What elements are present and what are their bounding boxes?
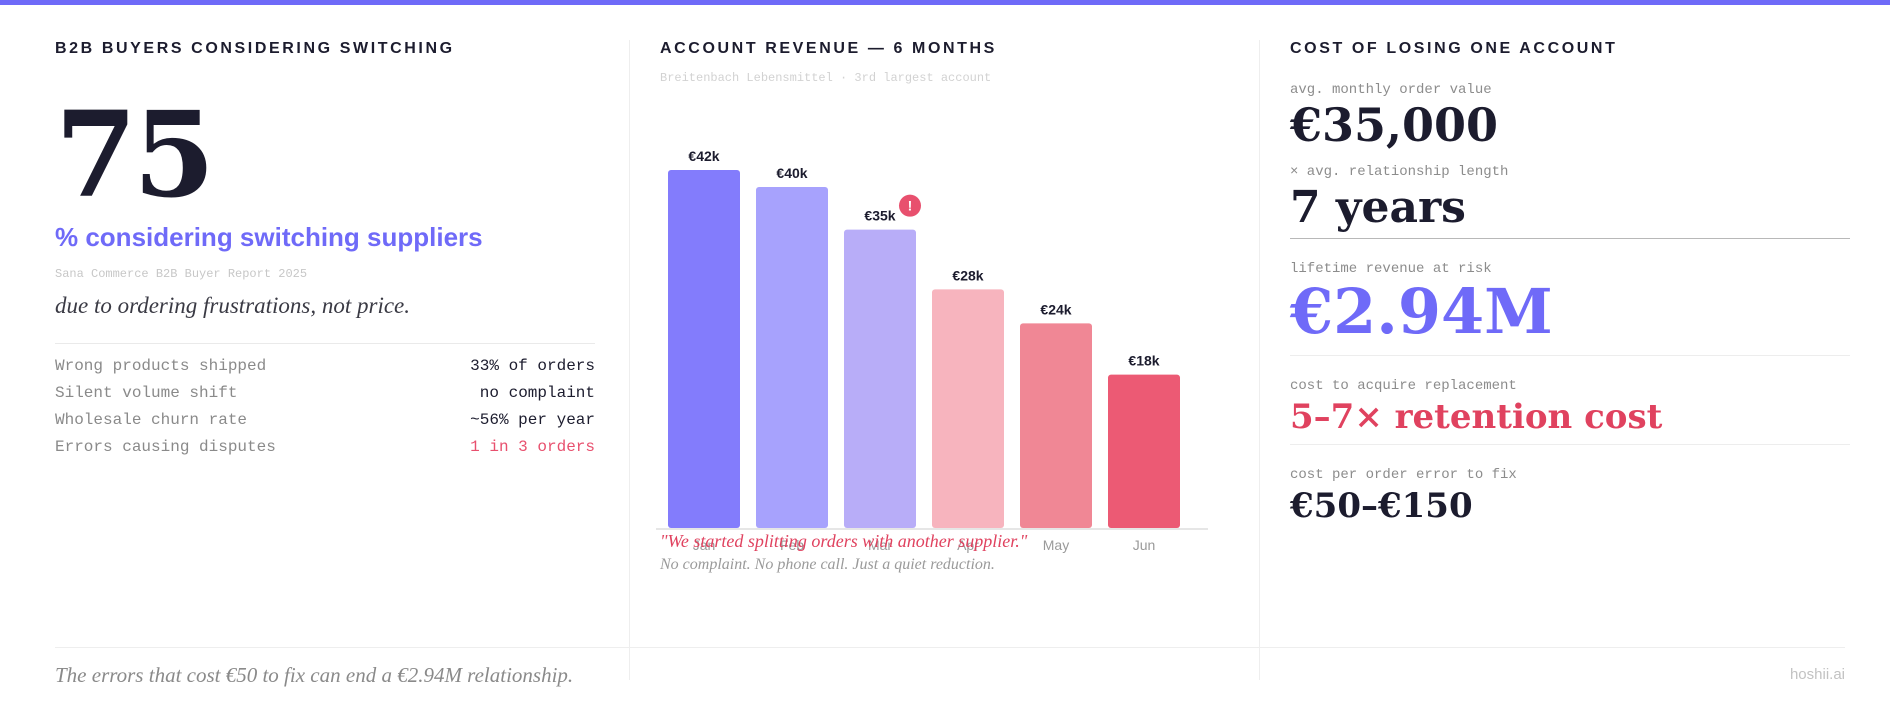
- cost-label: × avg. relationship length: [1290, 164, 1509, 180]
- stat-value: no complaint: [479, 384, 595, 402]
- panel-title: B2B BUYERS CONSIDERING SWITCHING: [55, 40, 455, 57]
- chart-subtitle: Breitenbach Lebensmittel · 3rd largest a…: [660, 71, 992, 85]
- cost-panel: COST OF LOSING ONE ACCOUNT avg. monthly …: [1290, 40, 1850, 680]
- big-stat-number: 75: [55, 85, 215, 224]
- top-accent-bar: [0, 0, 1890, 5]
- cost-value: €35,000: [1290, 98, 1499, 152]
- bar-mar: [844, 229, 916, 528]
- x-tick-label: Mar: [868, 537, 892, 553]
- stat-value-alert: 1 in 3 orders: [470, 438, 595, 456]
- switching-panel: B2B BUYERS CONSIDERING SWITCHING 75 % co…: [55, 40, 595, 680]
- bar-value-label: €42k: [688, 148, 719, 164]
- quote-caption: No complaint. No phone call. Just a quie…: [660, 556, 995, 573]
- bar-value-label: €18k: [1128, 353, 1159, 369]
- cost-label: cost to acquire replacement: [1290, 378, 1517, 394]
- cost-label: avg. monthly order value: [1290, 82, 1492, 98]
- divider: [1290, 444, 1850, 445]
- panel-title: COST OF LOSING ONE ACCOUNT: [1290, 40, 1618, 57]
- cost-value: 7 years: [1290, 182, 1466, 233]
- stat-value: 33% of orders: [470, 357, 595, 375]
- footer-quote: The errors that cost €50 to fix can end …: [55, 663, 574, 687]
- bar-jan: [668, 170, 740, 528]
- customer-quote: "We started splitting orders with anothe…: [660, 531, 1028, 551]
- revenue-bar-chart: €42k Jan €40k Feb €35k Mar! €28k Apr €24k May €18k…: [656, 148, 1208, 553]
- replacement-cost-value: 5–7× retention cost: [1290, 397, 1663, 437]
- x-tick-label: Apr: [957, 537, 979, 553]
- alert-badge-icon: [899, 194, 921, 217]
- bar-jun: [1108, 374, 1180, 528]
- bar-value-label: €24k: [1040, 301, 1071, 317]
- cost-label: cost per order error to fix: [1290, 467, 1517, 483]
- divider: [1290, 355, 1850, 356]
- x-tick-label: Feb: [780, 537, 804, 553]
- stat-label: Errors causing disputes: [55, 438, 276, 456]
- cost-label: lifetime revenue at risk: [1290, 261, 1492, 277]
- bar-may: [1020, 323, 1092, 528]
- bar-value-label: €40k: [776, 165, 807, 181]
- divider: [55, 343, 595, 344]
- big-stat-caption: % considering switching suppliers: [55, 222, 483, 252]
- stat-list: Wrong products shipped 33% of orders Sil…: [55, 353, 595, 461]
- revenue-chart-panel: ACCOUNT REVENUE — 6 MONTHS Breitenbach L…: [656, 40, 1220, 680]
- cost-value: €50–€150: [1290, 486, 1473, 526]
- x-tick-label: Jun: [1133, 537, 1156, 553]
- bar-value-label: €35k: [864, 208, 895, 224]
- stat-label: Wholesale churn rate: [55, 411, 248, 429]
- bar-apr: [932, 289, 1004, 528]
- revenue-at-risk-value: €2.94M: [1290, 275, 1553, 348]
- alert-badge-text: !: [908, 198, 913, 214]
- bar-feb: [756, 187, 828, 529]
- source-note: Sana Commerce B2B Buyer Report 2025: [55, 267, 308, 281]
- brand-logo: hoshii.ai: [1789, 666, 1845, 683]
- stat-label: Wrong products shipped: [55, 357, 267, 375]
- bar-value-label: €28k: [952, 267, 983, 283]
- stat-row: Errors causing disputes 1 in 3 orders: [55, 434, 595, 461]
- column-divider: [629, 40, 630, 680]
- stat-value: ~56% per year: [470, 411, 595, 429]
- divider: [1290, 238, 1850, 239]
- stat-row: Silent volume shift no complaint: [55, 380, 595, 407]
- footer-divider: [55, 647, 1845, 648]
- stat-row: Wholesale churn rate ~56% per year: [55, 407, 595, 434]
- x-tick-label: May: [1043, 537, 1069, 553]
- column-divider: [1259, 40, 1260, 680]
- tagline: due to ordering frustrations, not price.: [55, 293, 411, 318]
- stat-label: Silent volume shift: [55, 384, 238, 402]
- stat-row: Wrong products shipped 33% of orders: [55, 353, 595, 380]
- panel-title: ACCOUNT REVENUE — 6 MONTHS: [660, 40, 997, 57]
- x-tick-label: Jan: [693, 537, 716, 553]
